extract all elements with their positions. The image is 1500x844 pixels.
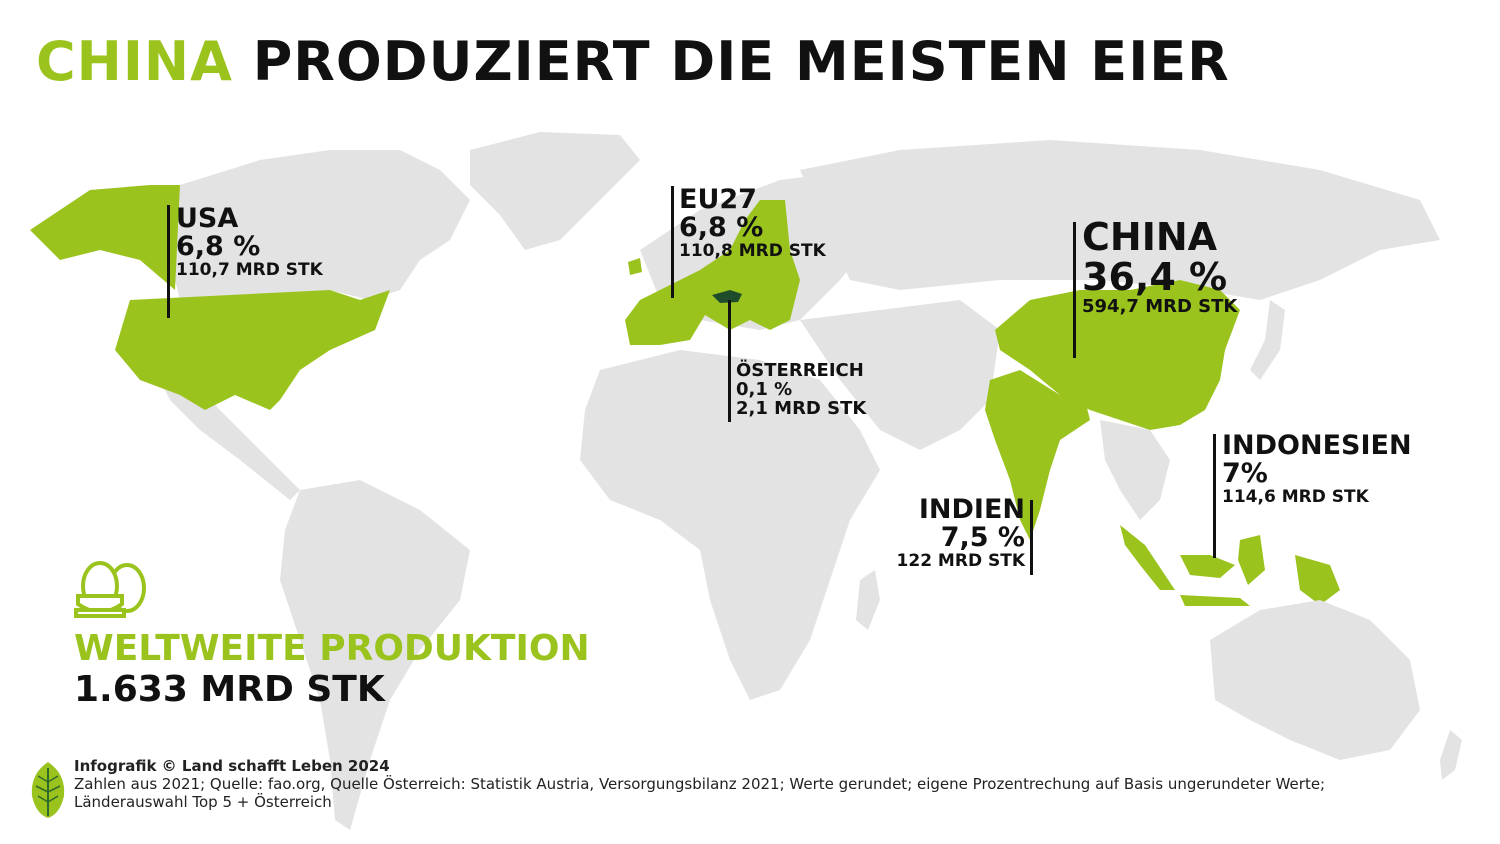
eu27-shape [625,200,800,345]
austria-pointer-line [728,300,731,422]
indonesia-amount: 114,6 MRD STK [1222,486,1369,507]
austria-label: ÖSTERREICH 0,1 % 2,1 MRD STK [736,360,867,419]
page-title: CHINA PRODUZIERT DIE MEISTEN EIER [36,30,1230,93]
austria-amount: 2,1 MRD STK [736,397,867,419]
usa-name: USA [176,203,239,234]
eu27-pct: 6,8 % [679,212,764,244]
indonesia-pointer-line [1213,434,1216,558]
greenland-shape [470,132,640,250]
india-label: INDIEN 7,5 % 122 MRD STK [860,494,1025,571]
south-america-shape [280,480,470,830]
world-production: WELTWEITE PRODUKTION 1.633 MRD STK [74,628,590,710]
india-shape [985,370,1090,540]
alaska-shape [30,185,180,290]
title-accent: CHINA [36,30,233,93]
australia-shape [1210,600,1420,760]
leaf-logo-icon [31,762,65,818]
china-pct: 36,4 % [1082,254,1228,299]
indonesia-name: INDONESIEN [1222,430,1412,461]
central-america-shape [160,380,300,500]
madagascar-shape [856,570,880,630]
world-production-label: WELTWEITE PRODUKTION [74,628,590,669]
usa-pointer-line [167,205,170,318]
world-production-value: 1.633 MRD STK [74,669,385,710]
china-label: CHINA 36,4 % 594,7 MRD STK [1082,215,1238,317]
indonesia-pct: 7% [1222,458,1268,490]
indonesia-label: INDONESIEN 7% 114,6 MRD STK [1222,430,1412,507]
eu27-label: EU27 6,8 % 110,8 MRD STK [679,184,826,261]
india-amount: 122 MRD STK [896,550,1025,571]
austria-name: ÖSTERREICH [736,360,864,381]
north-america-shape [170,150,470,310]
china-amount: 594,7 MRD STK [1082,295,1238,317]
title-rest: PRODUZIERT DIE MEISTEN EIER [252,30,1230,93]
india-name: INDIEN [918,494,1025,525]
austria-pct: 0,1 % [736,378,793,400]
india-pct: 7,5 % [940,522,1025,554]
footer-credit: Infografik © Land schafft Leben 2024 [74,757,390,775]
china-pointer-line [1073,222,1076,358]
india-pointer-line [1030,500,1033,575]
new-zealand-shape [1440,730,1462,780]
middle-east-shape [800,300,1000,450]
japan-shape [1250,300,1285,380]
china-shape [995,280,1240,430]
usa-label: USA 6,8 % 110,7 MRD STK [176,203,323,280]
usa-pct: 6,8 % [176,231,261,263]
china-name: CHINA [1082,215,1218,259]
africa-shape [580,350,880,700]
austria-shape [712,290,742,303]
southeast-asia-shape [1100,420,1170,520]
eu27-amount: 110,8 MRD STK [679,240,826,261]
usa-amount: 110,7 MRD STK [176,259,323,280]
russia-shape [800,140,1440,300]
eu27-name: EU27 [679,184,757,215]
footer: Infografik © Land schafft Leben 2024 Zah… [74,757,1404,811]
footer-source: Zahlen aus 2021; Quelle: fao.org, Quelle… [74,775,1326,811]
indonesia-shape [1120,525,1340,606]
ireland-shape [628,258,642,275]
eu27-pointer-line [671,186,674,298]
usa-shape [115,290,390,410]
eggs-icon [74,561,146,618]
